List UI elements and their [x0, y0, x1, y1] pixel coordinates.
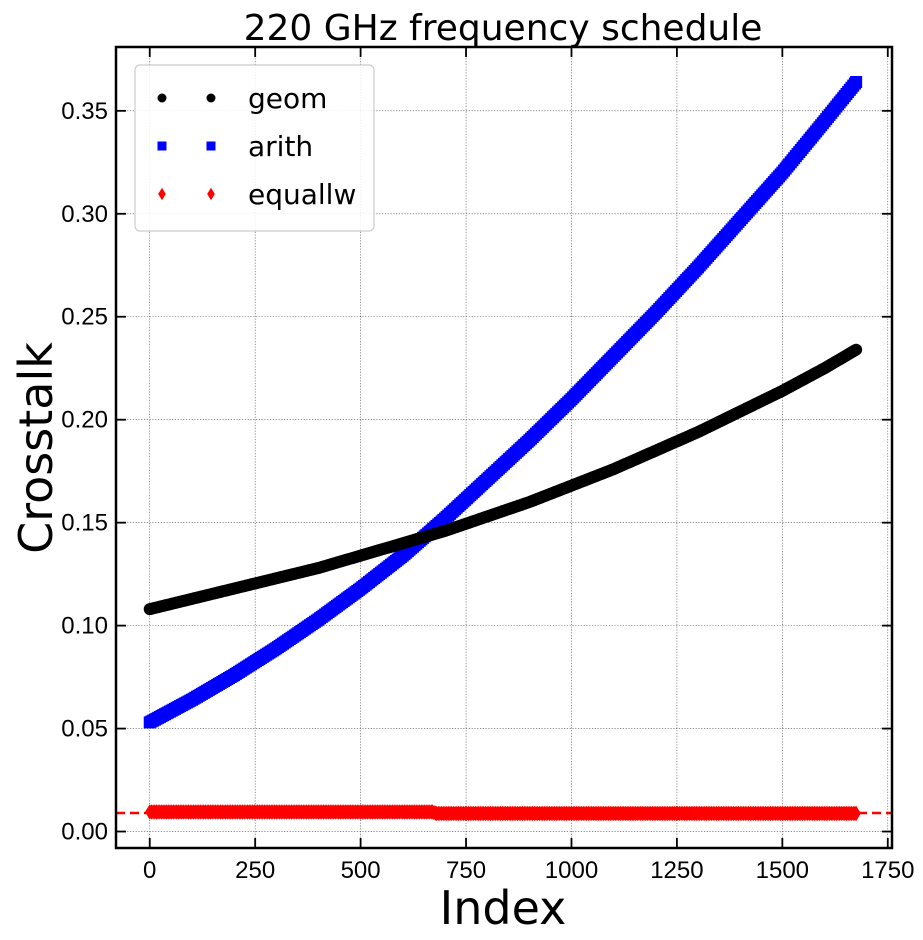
chart-title: 220 GHz frequency schedule — [244, 8, 763, 49]
legend-entry-equallw: equallw — [158, 178, 356, 211]
axes-frame — [114, 45, 894, 850]
legend-marker-geom — [157, 93, 167, 103]
data-point-arith — [850, 76, 863, 89]
legend-label-geom: geom — [248, 82, 327, 115]
legend-marker-equallw — [158, 187, 166, 201]
y-tick-label: 0.15 — [61, 510, 108, 537]
axes-border — [114, 45, 894, 850]
legend: geom arith equallw — [134, 64, 375, 232]
x-tick-label: 500 — [341, 857, 381, 884]
series-geom — [143, 343, 863, 616]
legend-marker-arith — [157, 141, 167, 151]
y-tick-label: 0.00 — [61, 819, 108, 846]
x-tick-label: 0 — [143, 857, 156, 884]
x-tick-label: 750 — [446, 857, 486, 884]
y-tick-label: 0.20 — [61, 407, 108, 434]
legend-entry-arith: arith — [157, 130, 313, 163]
plot-area — [116, 76, 892, 822]
legend-marker-equallw — [207, 187, 215, 201]
ticks: 0 250 500 750 1000 1250 1500 1750 0.00 0.05 0.10 0.… — [61, 47, 914, 884]
x-tick-label: 1750 — [861, 857, 914, 884]
legend-marker-geom — [206, 93, 216, 103]
y-tick-label: 0.30 — [61, 201, 108, 228]
grid — [116, 47, 892, 848]
data-point-equallw — [851, 805, 861, 822]
legend-label-arith: arith — [248, 130, 313, 163]
y-tick-label: 0.25 — [61, 304, 108, 331]
x-tick-label: 250 — [235, 857, 275, 884]
y-tick-label: 0.10 — [61, 613, 108, 640]
x-tick-label: 1000 — [545, 857, 598, 884]
y-tick-label: 0.35 — [61, 98, 108, 125]
x-axis-title: Index — [440, 881, 567, 935]
legend-marker-arith — [206, 141, 216, 151]
x-tick-label: 1250 — [650, 857, 703, 884]
y-tick-label: 0.05 — [61, 716, 108, 743]
data-point-geom — [850, 343, 863, 356]
legend-label-equallw: equallw — [248, 178, 356, 211]
legend-box — [134, 64, 375, 232]
legend-entry-geom: geom — [157, 82, 327, 115]
y-axis-title: Crosstalk — [9, 342, 63, 554]
x-tick-label: 1500 — [756, 857, 809, 884]
series-equallw — [145, 804, 861, 822]
